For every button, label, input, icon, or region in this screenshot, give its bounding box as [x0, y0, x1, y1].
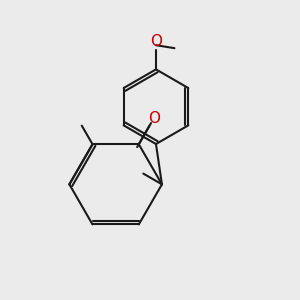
Text: O: O	[148, 111, 160, 126]
Text: O: O	[150, 34, 162, 49]
